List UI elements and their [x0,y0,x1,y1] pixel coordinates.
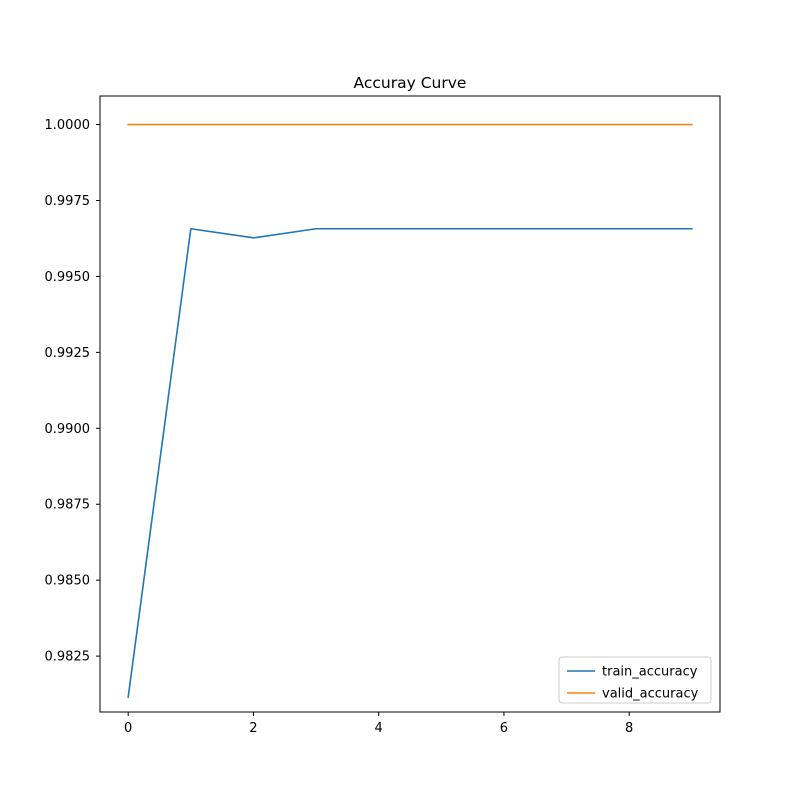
x-tick-label: 6 [500,721,508,736]
y-tick-label: 0.9975 [45,194,91,209]
plot-lines [127,123,693,699]
x-tick-label: 8 [625,721,633,736]
x-tick-label: 2 [249,721,257,736]
legend: train_accuracy valid_accuracy [558,656,712,704]
y-tick-label: 0.9900 [45,422,91,437]
chart-title: Accuray Curve [354,74,467,92]
y-axis: 0.9825 0.9850 0.9875 0.9900 0.9925 0.9950 0.99… [45,118,100,665]
x-axis: 0 2 4 6 8 [124,712,633,736]
y-tick-label: 0.9950 [45,270,91,285]
x-tick-label: 0 [124,721,132,736]
legend-label-train_accuracy: train_accuracy [602,665,698,680]
y-tick-label: 0.9850 [45,574,91,589]
legend-box [558,656,712,704]
plot-frame [99,95,721,713]
x-tick-label: 4 [375,721,383,736]
y-tick-label: 1.0000 [45,118,91,133]
y-tick-label: 0.9825 [45,650,91,665]
y-tick-label: 0.9925 [45,346,91,361]
legend-label-valid_accuracy: valid_accuracy [602,687,699,702]
series-line-train_accuracy [127,227,693,699]
y-tick-label: 0.9875 [45,498,91,513]
